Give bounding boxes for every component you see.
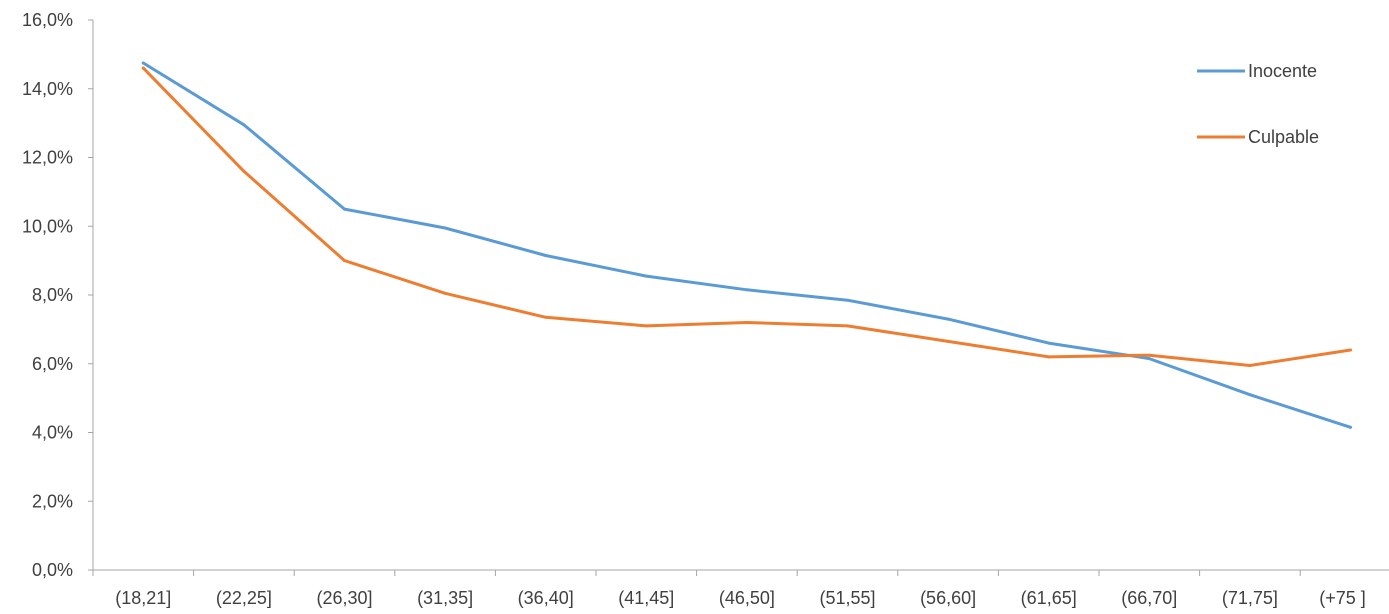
y-tick-label: 6,0% [32,354,73,374]
data-point [343,207,346,211]
data-point [1047,341,1051,345]
data-point [745,321,749,324]
data-point [443,226,447,230]
x-tick-label: (61,65] [1021,588,1077,608]
data-point [745,288,749,292]
data-point [946,339,950,343]
y-tick-label: 0,0% [32,560,73,580]
series-line [141,66,1352,367]
x-tick-label: (71,75] [1222,588,1278,608]
x-tick-label: (51,55] [819,588,875,608]
y-tick-label: 8,0% [32,285,73,305]
y-tick-label: 4,0% [32,423,73,443]
y-tick-label: 14,0% [22,79,73,99]
y-tick-label: 2,0% [32,491,73,511]
data-point [644,274,648,278]
x-axis-ticks: (18,21] (22,25] (26,30] (31,35] (36,40] (41,4… [92,570,1366,608]
data-point [846,298,849,302]
data-point [141,61,145,65]
data-point [443,291,447,295]
data-point [544,315,548,319]
data-point [946,317,950,321]
series-lines [141,61,1352,429]
axes [92,20,1389,571]
x-tick-label: (31,35] [417,588,473,608]
x-tick-label: (66,70] [1121,588,1177,608]
data-point [1147,353,1151,357]
series-line [141,61,1352,429]
series-inocente [141,61,1352,429]
data-point [1248,393,1252,397]
data-point [544,254,548,257]
legend-item: Inocente [1197,61,1317,81]
data-point [242,123,246,127]
legend-label: Inocente [1248,61,1317,81]
x-tick-label: (41,45] [618,588,674,608]
data-point [242,169,246,173]
x-tick-label: (+75 ] [1319,588,1366,608]
x-tick-label: (22,25] [216,588,272,608]
data-point [1248,364,1252,367]
data-point [1349,348,1352,352]
x-tick-label: (36,40] [518,588,574,608]
data-point [1147,357,1151,361]
x-tick-label: (46,50] [719,588,775,608]
data-point [846,324,849,328]
y-axis-ticks: 0,0% 2,0% 4,0% 6,0% 8,0% 10,0% 12,0% 14,0% 16,0% [22,10,93,580]
legend: Inocente Culpable [1197,61,1319,147]
x-tick-label: (56,60] [920,588,976,608]
y-tick-label: 10,0% [22,216,73,236]
legend-label: Culpable [1248,127,1319,147]
x-tick-label: (26,30] [316,588,372,608]
series-culpable [141,66,1352,367]
x-tick-label: (18,21] [115,588,171,608]
data-point [1047,355,1051,359]
legend-item: Culpable [1197,127,1319,147]
y-tick-label: 12,0% [22,148,73,168]
data-point [1349,425,1352,429]
data-point [141,66,145,70]
data-point [343,259,346,263]
y-tick-label: 16,0% [22,10,73,30]
data-point [644,324,648,328]
